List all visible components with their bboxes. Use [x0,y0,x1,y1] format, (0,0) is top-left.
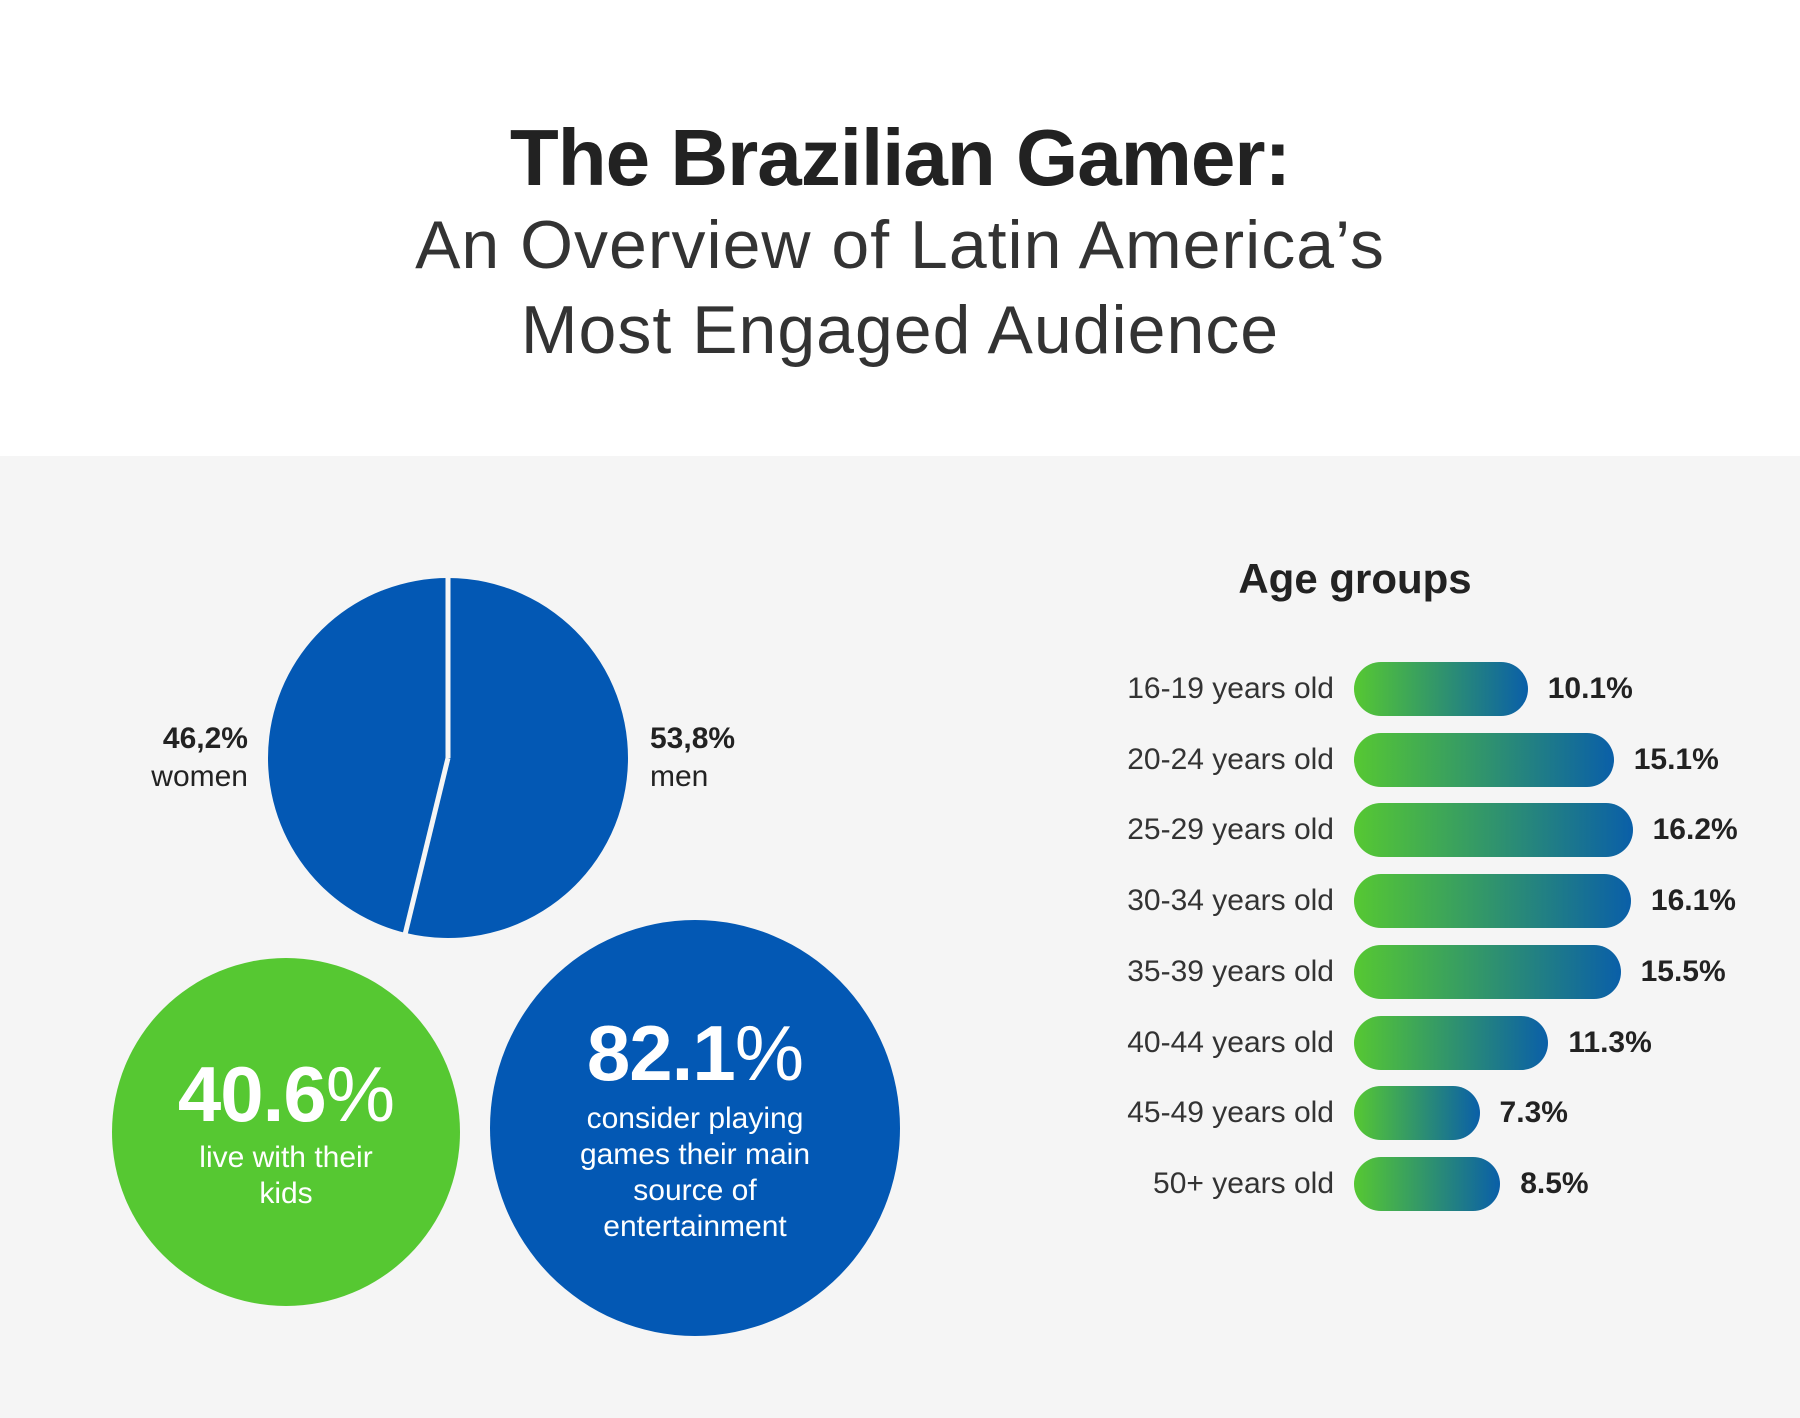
age-value-label: 11.3% [1568,1025,1652,1059]
age-value-label: 16.1% [1650,884,1736,918]
stat-circle-kids: 40.6% live with their kids [112,958,460,1306]
age-row: 20-24 years old 15.1% [0,732,1800,787]
page-title: The Brazilian Gamer: [509,113,1291,202]
age-bar [1354,874,1631,929]
age-label: 30-34 years old [1127,884,1334,918]
stat-entertainment-description: consider playing games their main source… [579,1102,811,1243]
age-label: 16-19 years old [1127,672,1334,705]
age-value-label: 8.5% [1520,1166,1589,1200]
gender-pie-chart [267,576,628,938]
age-bar [1354,1156,1501,1211]
age-row: 35-39 years old 15.5% [0,944,1800,999]
page-subtitle-line1: An Overview of Latin America’s [415,207,1385,283]
age-bar [1354,803,1633,858]
pie-slice-women [267,578,448,933]
stat-kids-value: 40.6% [177,1050,395,1138]
men-label: men [650,760,709,793]
age-label: 45-49 years old [1127,1096,1334,1130]
age-label: 25-29 years old [1127,813,1334,847]
stat-circle-entertainment: 82.1% consider playing games their main … [490,920,900,1336]
age-bar [1354,1015,1549,1070]
age-value-label: 7.3% [1499,1096,1568,1130]
age-label: 50+ years old [1153,1166,1334,1200]
age-value-label: 15.5% [1640,954,1726,988]
page-subtitle-line2: Most Engaged Audience [520,292,1280,368]
men-percentage: 53,8% [650,722,736,755]
stat-entertainment-unit: % [734,1009,804,1097]
age-row: 50+ years old 8.5% [0,1156,1800,1211]
age-row: 30-34 years old 16.1% [0,874,1800,929]
age-label: 20-24 years old [1127,742,1334,776]
age-row: 16-19 years old 10.1% [0,662,1800,716]
age-groups-title: Age groups [1238,555,1472,602]
header: The Brazilian Gamer: An Overview of Lati… [0,0,1800,456]
stat-kids-number: 40.6 [177,1050,327,1138]
women-percentage: 46,2% [162,722,248,755]
age-row: 40-44 years old 11.3% [0,1015,1800,1070]
age-value-label: 10.1% [1547,672,1633,705]
pie-label-women: 46,2% women [151,720,248,796]
age-row: 25-29 years old 16.2% [0,803,1800,858]
age-label: 35-39 years old [1127,954,1334,988]
age-row: 45-49 years old 7.3% [0,1086,1800,1141]
stat-entertainment-number: 82.1 [586,1009,736,1097]
stat-entertainment-value: 82.1% [586,1009,804,1097]
age-value-label: 15.1% [1633,742,1719,776]
age-bar [1354,944,1621,999]
age-label: 40-44 years old [1127,1025,1334,1059]
pie-label-men: 53,8% men [650,720,735,796]
stat-kids-unit: % [325,1050,395,1138]
age-bar [1354,1086,1480,1141]
pie-slice-men [405,578,628,938]
women-label: women [151,760,248,793]
pie-separator-1 [402,757,451,936]
age-bar [1354,732,1614,787]
age-value-label: 16.2% [1652,813,1738,847]
stat-kids-description: live with their kids [199,1141,373,1210]
age-bar [1354,662,1528,716]
